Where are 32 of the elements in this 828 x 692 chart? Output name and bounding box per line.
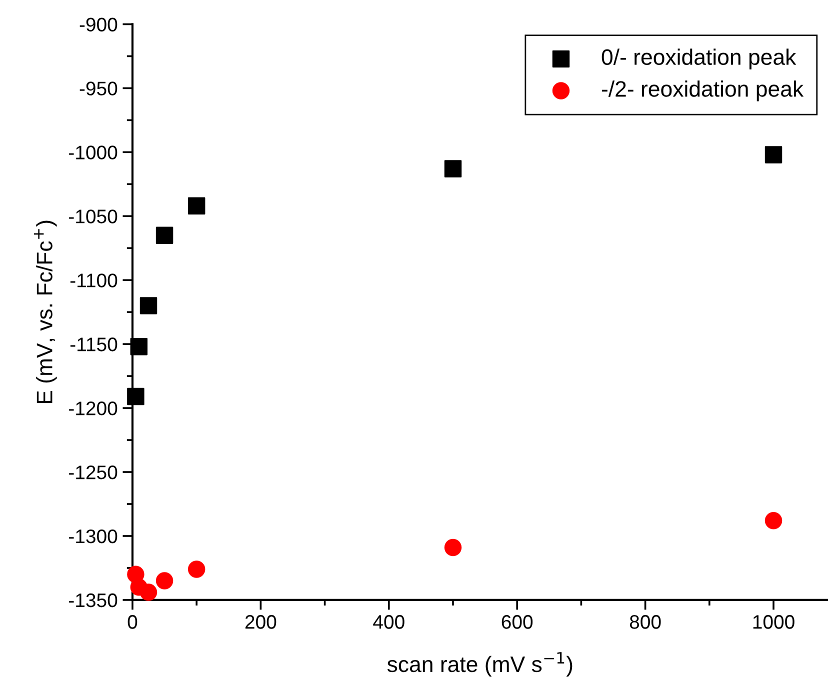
point [130,338,148,356]
point [764,512,782,530]
y-tick-label: -1000 [69,146,118,160]
y-tick-label: -1350 [69,593,118,608]
point [444,160,462,178]
y-tick-label: -1050 [69,210,118,224]
x-tick-label: 0 [128,615,138,629]
point [188,560,206,578]
y-tick-label: -1200 [69,402,118,416]
point [156,572,174,590]
point [764,146,782,164]
point [156,226,174,244]
x-tick-label: 600 [502,615,533,629]
x-tick-label: 1000 [753,615,794,629]
x-tick-label: 200 [245,615,276,629]
point [188,197,206,215]
y-axis-title: E (mV, vs. Fc/Fc$^{+}$) [34,220,57,404]
y-tick-label: -1100 [70,274,118,288]
y-tick-label: -1250 [69,465,118,480]
y-tick-label: -1300 [69,529,118,544]
y-tick-label: -900 [80,18,118,32]
y-tick-label: -1150 [70,338,118,352]
x-axis-title: scan rate (mV s$^{−1}$) [387,652,572,677]
y-tick-label: -950 [80,82,118,96]
x-tick-label: 800 [630,615,661,629]
point [127,388,144,406]
point [444,538,462,556]
legend-label: -/2- reoxidation peak [602,80,804,102]
x-tick-label: 400 [373,615,404,629]
point [140,584,158,601]
legend-label: 0/- reoxidation peak [602,48,796,70]
point [140,297,158,314]
